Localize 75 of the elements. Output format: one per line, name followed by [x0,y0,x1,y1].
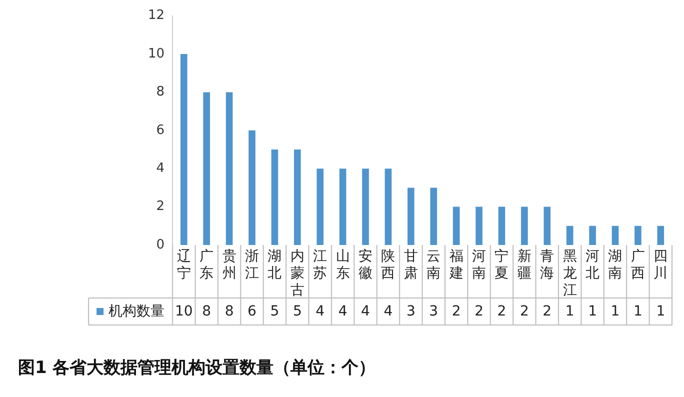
data-label: 5 [270,304,280,320]
bar [226,92,233,245]
x-tick-label: 安徽 [358,248,373,282]
data-label: 6 [248,304,257,320]
bar [271,150,278,245]
bar [521,206,528,245]
bar [430,188,438,245]
x-tick-label: 湖南 [608,248,622,282]
x-tick-label: 广东 [200,248,214,282]
bar [612,226,619,245]
data-label: 8 [224,304,234,320]
x-tick-label: 宁夏 [494,248,509,282]
bar [452,206,460,245]
bar [384,168,392,245]
x-tick-label: 湖北 [268,248,282,282]
bar [294,150,301,245]
data-label: 2 [452,304,461,320]
data-label: 1 [633,304,642,320]
x-tick-label: 内蒙古 [290,248,304,299]
y-tick-label: 10 [148,46,165,62]
data-label: 2 [520,304,529,320]
data-label: 3 [406,304,416,320]
data-label: 1 [588,304,597,320]
x-tick-label: 浙江 [245,248,259,282]
bar [589,226,596,245]
bar [634,226,642,245]
data-label: 1 [610,304,620,320]
data-label: 2 [542,304,552,320]
data-label: 1 [656,304,666,320]
bar [180,54,188,245]
data-label: 2 [497,304,506,320]
y-tick-label: 6 [156,122,165,138]
x-tick-label: 青海 [540,248,554,282]
x-tick-label: 云南 [426,248,441,282]
data-label: 3 [429,304,438,320]
x-tick-label: 新疆 [517,248,532,282]
bar [316,168,324,245]
data-label: 8 [202,304,212,320]
data-label: 4 [316,304,325,320]
x-tick-label: 甘肃 [404,248,418,282]
data-label: 4 [361,304,370,320]
text: 图1 各省大数据管理机构设置数量（单位：个） [18,357,376,379]
bar [657,226,664,245]
bar [544,206,551,245]
y-tick-label: 2 [156,199,165,214]
legend-label: 机构数量 [108,304,165,320]
x-tick-label: 河南 [472,248,486,282]
bar [476,206,482,245]
data-label: 4 [384,304,393,320]
x-tick-label: 福建 [448,248,464,282]
y-tick-label: 12 [148,8,165,24]
bar [408,188,414,245]
x-tick-label: 四川 [654,248,668,282]
data-label: 2 [474,304,484,320]
x-tick-label: 山东 [336,248,350,282]
y-tick-label: 4 [156,160,165,176]
x-tick-label: 广西 [630,248,645,282]
data-label: 10 [174,304,193,320]
x-tick-label: 辽宁 [176,248,191,282]
bar [248,130,256,245]
data-label: 5 [292,304,302,320]
y-tick-label: 0 [156,237,165,252]
x-tick-label: 江苏 [313,248,328,282]
bar [203,92,210,245]
x-tick-label: 黑龙江 [562,248,577,299]
x-tick-label: 陕西 [381,248,396,282]
data-label: 4 [338,304,348,320]
bar [566,226,574,245]
data-label: 1 [565,304,574,320]
bar [362,168,369,245]
y-tick-label: 8 [156,84,165,100]
x-tick-label: 河北 [586,248,600,282]
bar [339,168,346,245]
x-tick-label: 贵州 [222,248,236,282]
bar [498,206,506,245]
